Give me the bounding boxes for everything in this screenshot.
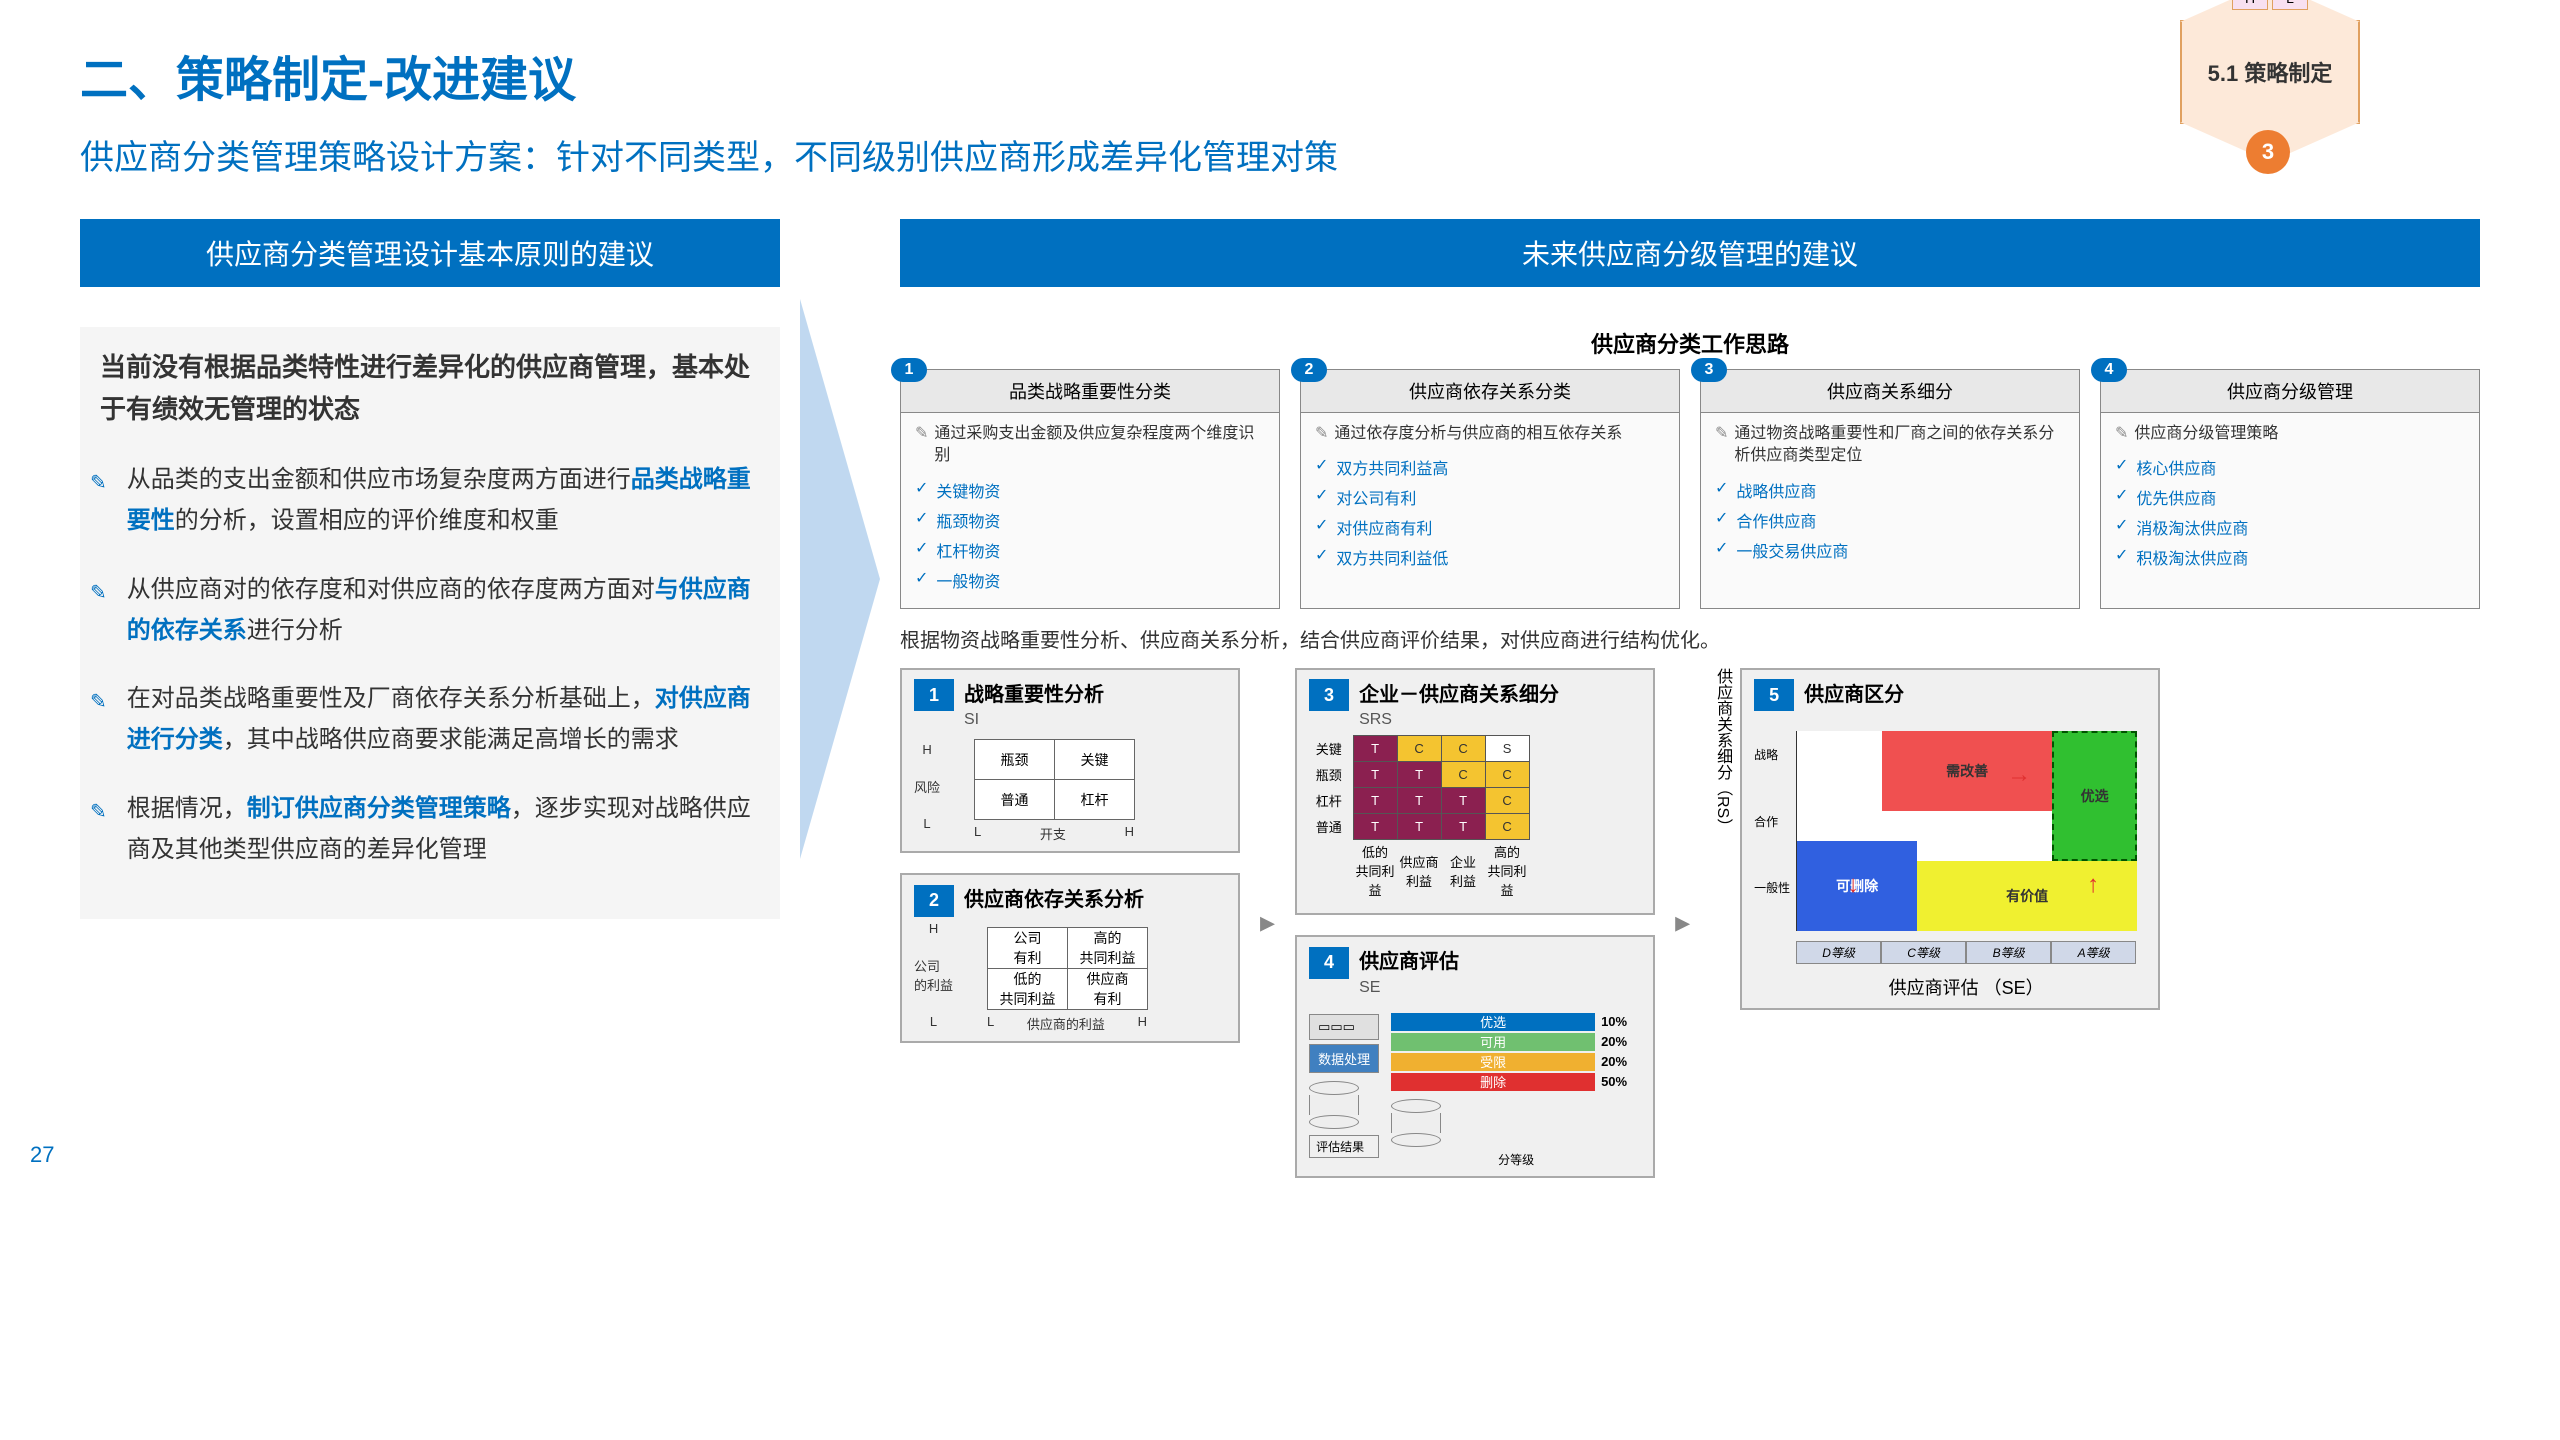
wf-item: 一般物资 [936, 568, 1000, 592]
bullet-icon: ✎ [90, 795, 107, 871]
workflow-box: 1 品类战略重要性分类 ✎通过采购支出金额及供应复杂程度两个维度识别 ✓关键物资… [900, 369, 1280, 609]
diag5-y-vert: 供应商关系细分（RS） [1710, 668, 1734, 1011]
wf-desc: 通过依存度分析与供应商的相互依存关系 [1334, 423, 1622, 445]
bullet-text: 从供应商对的依存度和对供应商的依存度两方面对与供应商的依存关系进行分析 [127, 570, 760, 652]
bullet-text: 根据情况，制订供应商分类管理策略，逐步实现对战略供应商及其他类型供应商的差异化管… [127, 789, 760, 871]
page-title: 二、策略制定-改进建议 [80, 40, 2480, 110]
wf-item: 瓶颈物资 [936, 508, 1000, 532]
wf-item: 关键物资 [936, 478, 1000, 502]
bullet-icon: ✎ [90, 685, 107, 761]
wf-item: 消极淘汰供应商 [2136, 515, 2248, 539]
wf-item: 优先供应商 [2136, 485, 2216, 509]
diagram-1: 1战略重要性分析 SI H 风险 L 瓶颈关键普通杠杆 L开支H [900, 668, 1240, 854]
diagram-2: 2供应商依存关系分析 H 公司的利益 L 公司有利高的共同利益低的共同利益供应商… [900, 873, 1240, 1043]
hexagon-badge: H L 5.1 策略制定 [2180, 20, 2360, 124]
wf-head: 供应商关系细分 [1701, 370, 2079, 413]
right-panel-header: 未来供应商分级管理的建议 [900, 219, 2480, 287]
workflow-row: 1 品类战略重要性分类 ✎通过采购支出金额及供应复杂程度两个维度识别 ✓关键物资… [900, 369, 2480, 609]
wf-item: 合作供应商 [1736, 508, 1816, 532]
page-number: 27 [30, 1142, 54, 1168]
wf-item: 核心供应商 [2136, 455, 2216, 479]
workflow-box: 2 供应商依存关系分类 ✎通过依存度分析与供应商的相互依存关系 ✓双方共同利益高… [1300, 369, 1680, 609]
bullet-text: 在对品类战略重要性及厂商依存关系分析基础上，对供应商进行分类，其中战略供应商要求… [127, 679, 760, 761]
wf-item: 积极淘汰供应商 [2136, 545, 2248, 569]
wf-number: 4 [2091, 358, 2127, 382]
wf-desc: 通过物资战略重要性和厂商之间的依存关系分析供应商类型定位 [1734, 423, 2065, 468]
left-panel-header: 供应商分类管理设计基本原则的建议 [80, 219, 780, 287]
wf-item: 杠杆物资 [936, 538, 1000, 562]
bullet-icon: ✎ [90, 576, 107, 652]
right-panel: 未来供应商分级管理的建议 供应商分类工作思路 1 品类战略重要性分类 ✎通过采购… [900, 219, 2480, 1178]
wf-item: 双方共同利益高 [1336, 455, 1448, 479]
workflow-box: 3 供应商关系细分 ✎通过物资战略重要性和厂商之间的依存关系分析供应商类型定位 … [1700, 369, 2080, 609]
wf-head: 供应商分级管理 [2101, 370, 2479, 413]
arrow-separator [810, 219, 870, 1178]
diagram-4: 4供应商评估 SE ▭▭▭ 数据处理 评估结果 优选10%可用20%受限20%删… [1295, 935, 1655, 1178]
bullet-item: ✎ 从品类的支出金额和供应市场复杂度两方面进行品类战略重要性的分析，设置相应的评… [90, 460, 760, 542]
wf-desc: 通过采购支出金额及供应复杂程度两个维度识别 [934, 423, 1265, 468]
bullet-item: ✎ 根据情况，制订供应商分类管理策略，逐步实现对战略供应商及其他类型供应商的差异… [90, 789, 760, 871]
workflow-title: 供应商分类工作思路 [900, 327, 2480, 359]
wf-number: 3 [1691, 358, 1727, 382]
arrow-icon: ▸ [1675, 905, 1690, 940]
wf-item: 一般交易供应商 [1736, 538, 1848, 562]
hl-l: L [2272, 0, 2308, 10]
page-subtitle: 供应商分类管理策略设计方案：针对不同类型，不同级别供应商形成差异化管理对策 [80, 130, 2480, 179]
wf-item: 战略供应商 [1736, 478, 1816, 502]
wf-number: 2 [1291, 358, 1327, 382]
arrow-icon: ▸ [1260, 905, 1275, 940]
hl-h: H [2232, 0, 2268, 10]
diagrams-row: 1战略重要性分析 SI H 风险 L 瓶颈关键普通杠杆 L开支H 2供应商依存关… [900, 668, 2480, 1178]
workflow-box: 4 供应商分级管理 ✎供应商分级管理策略 ✓核心供应商✓优先供应商✓消极淘汰供应… [2100, 369, 2480, 609]
wf-item: 对公司有利 [1336, 485, 1416, 509]
hexagon-label: 5.1 策略制定 [2208, 56, 2333, 88]
left-intro: 当前没有根据品类特性进行差异化的供应商管理，基本处于有绩效无管理的状态 [90, 347, 760, 430]
wf-head: 供应商依存关系分类 [1301, 370, 1679, 413]
wf-number: 1 [891, 358, 927, 382]
diagram-3: 3企业－供应商关系细分 SRS 关键TCCS瓶颈TTCC杠杆TTTC普通TTTC… [1295, 668, 1655, 916]
bullet-item: ✎ 从供应商对的依存度和对供应商的依存度两方面对与供应商的依存关系进行分析 [90, 570, 760, 652]
wf-desc: 供应商分级管理策略 [2134, 423, 2278, 445]
wf-head: 品类战略重要性分类 [901, 370, 1279, 413]
bullet-icon: ✎ [90, 466, 107, 542]
step-badge: 3 [2246, 130, 2290, 174]
bullet-list: ✎ 从品类的支出金额和供应市场复杂度两方面进行品类战略重要性的分析，设置相应的评… [90, 460, 760, 870]
wf-item: 双方共同利益低 [1336, 545, 1448, 569]
bottom-note: 根据物资战略重要性分析、供应商关系分析，结合供应商评价结果，对供应商进行结构优化… [900, 624, 2480, 653]
bullet-text: 从品类的支出金额和供应市场复杂度两方面进行品类战略重要性的分析，设置相应的评价维… [127, 460, 760, 542]
diagram-5: 5供应商区分 战略合作一般性 需改善优选可删除有价值 → ↑ ↓ D等级C等级B… [1740, 668, 2160, 1011]
wf-item: 对供应商有利 [1336, 515, 1432, 539]
left-panel: 供应商分类管理设计基本原则的建议 当前没有根据品类特性进行差异化的供应商管理，基… [80, 219, 780, 1178]
bullet-item: ✎ 在对品类战略重要性及厂商依存关系分析基础上，对供应商进行分类，其中战略供应商… [90, 679, 760, 761]
